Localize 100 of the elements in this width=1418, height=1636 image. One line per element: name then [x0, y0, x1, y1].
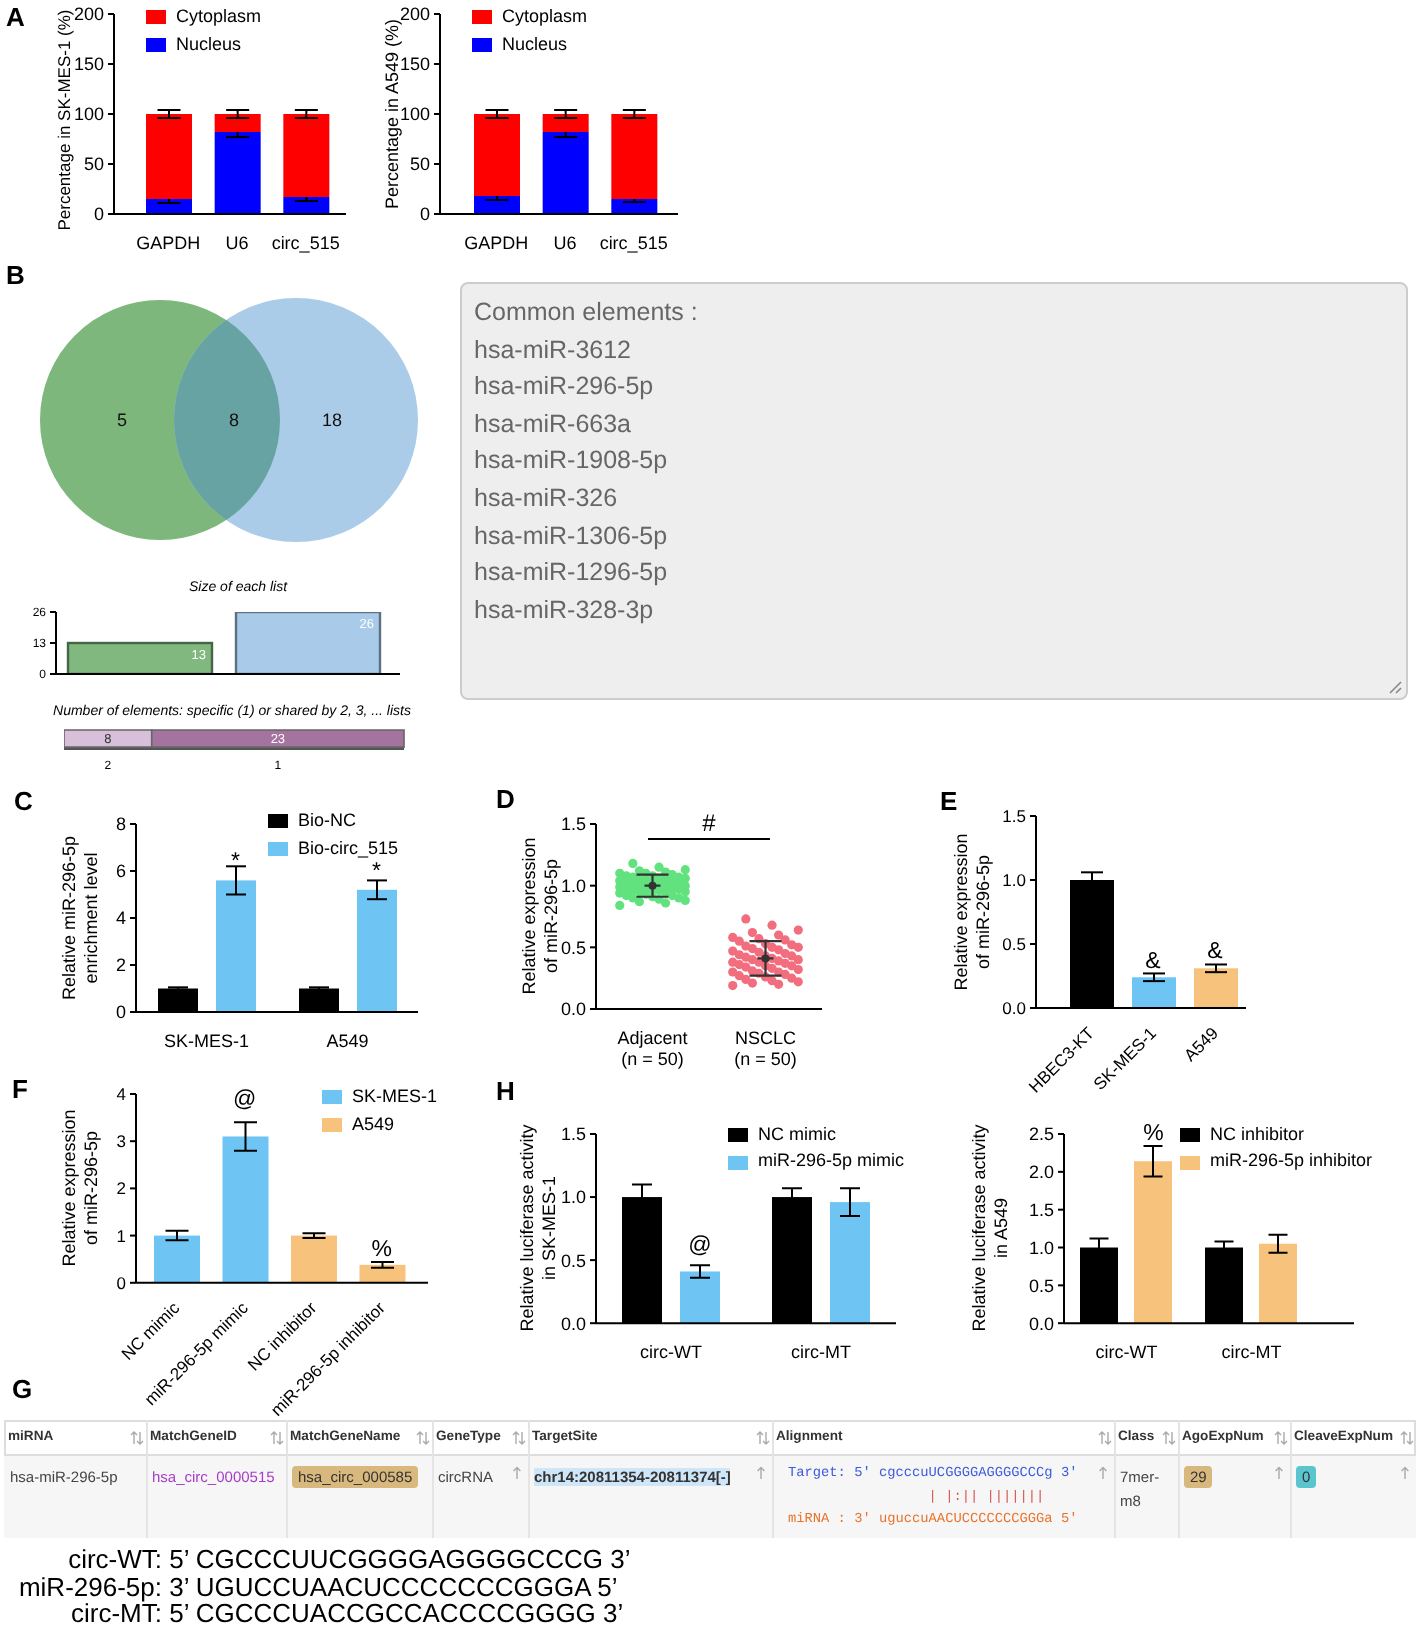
- legend-label: Nucleus: [502, 31, 568, 57]
- bar: [474, 114, 520, 196]
- chart-title: C: [14, 786, 33, 816]
- y-tick-label: 0.0: [1029, 1313, 1055, 1334]
- text: hsa-miR-296-5p: [474, 370, 656, 405]
- y-tick-label: 50: [83, 154, 104, 175]
- y-tick-label: 0.5: [1029, 1275, 1055, 1296]
- y-tick-label: 0.0: [560, 999, 586, 1020]
- y-tick-label: 4: [115, 908, 126, 929]
- y-axis-title: Relative expression of miR-296-5p: [951, 833, 993, 991]
- y-tick-label: 200: [73, 4, 104, 25]
- x-tick-label: U6: [553, 233, 577, 254]
- bar: [283, 197, 330, 214]
- y-axis-title: Relative expression of miR-296-5p: [59, 1109, 101, 1267]
- x-tick-label: circ_515: [599, 233, 668, 254]
- legend-label: Cytoplasm: [502, 4, 588, 30]
- x-tick-label: circ-MT: [791, 1342, 852, 1363]
- y-tick-label: 1.5: [1029, 1199, 1055, 1220]
- y-tick-label: 2.0: [1029, 1161, 1055, 1182]
- bar: [291, 1235, 337, 1283]
- bar: [216, 880, 256, 1012]
- legend-label: Bio-circ_515: [298, 835, 399, 862]
- annotation: %: [1143, 1122, 1164, 1146]
- legend-label: SK-MES-1: [352, 1084, 438, 1110]
- y-tick-label: 0.5: [1002, 934, 1027, 955]
- y-tick-label: 0.5: [560, 937, 586, 958]
- bar: [283, 114, 330, 197]
- x-tick-label: circ_515: [271, 233, 340, 254]
- y-tick-label: 1.0: [560, 876, 586, 897]
- bar: [829, 1201, 870, 1323]
- legend-label: NC inhibitor: [1210, 1121, 1305, 1148]
- legend-label: Nucleus: [176, 31, 242, 57]
- bar: [680, 1271, 720, 1323]
- y-tick-label: 200: [399, 4, 430, 25]
- annotation: &: [1207, 940, 1223, 964]
- text: miR-296-5p: 3’ UGUCCUAACUCCCCCCCGGGA 5’: [16, 1572, 618, 1603]
- text: B: [6, 260, 25, 290]
- y-tick-label: 100: [399, 104, 430, 125]
- text: hsa-miR-1306-5p: [474, 519, 670, 554]
- x-tick-label: SK-MES-1: [163, 1031, 250, 1052]
- text: hsa-miR-328-3p: [474, 593, 656, 628]
- bar: [611, 199, 658, 214]
- y-tick-label: 3: [116, 1131, 127, 1152]
- bar: [1194, 968, 1238, 1008]
- y-tick-label: 2: [116, 1178, 127, 1199]
- legend-label: Bio-NC: [298, 808, 357, 834]
- legend-label: miR-296-5p inhibitor: [1210, 1148, 1373, 1175]
- x-tick-label: A549: [326, 1031, 369, 1052]
- legend-label: A549: [352, 1111, 395, 1137]
- y-tick-label: 0.0: [561, 1313, 587, 1334]
- bar: [154, 1235, 200, 1283]
- text: hsa-miR-663a: [474, 407, 634, 442]
- y-tick-label: 0: [115, 1002, 126, 1023]
- y-tick-label: 8: [115, 814, 126, 835]
- text: hsa-miR-326: [474, 481, 620, 516]
- bar: [1259, 1243, 1297, 1323]
- y-tick-label: 1: [116, 1225, 127, 1246]
- y-tick-label: 2: [115, 955, 126, 976]
- bar: [359, 1264, 406, 1283]
- y-tick-label: 0.0: [1002, 998, 1027, 1019]
- y-tick-label: 1.0: [1029, 1237, 1055, 1258]
- annotation: *: [231, 849, 240, 873]
- y-tick-label: 2.5: [1029, 1123, 1055, 1144]
- legend-label: miR-296-5p mimic: [758, 1148, 905, 1175]
- y-tick-label: 1.0: [561, 1187, 587, 1208]
- y-axis-title: Relative luciferase activity in SK-MES-1: [517, 1124, 559, 1332]
- bar: [222, 1136, 269, 1283]
- y-tick-label: 0.5: [561, 1250, 587, 1271]
- y-tick-label: 150: [73, 54, 104, 75]
- text: Common elements :: [474, 296, 700, 330]
- bar: [357, 889, 397, 1012]
- bar: [611, 114, 658, 199]
- bar: [542, 132, 589, 214]
- bar: [146, 199, 192, 214]
- x-tick-label: NSCLC (n = 50): [734, 1028, 797, 1069]
- text: hsa-miR-1296-5p: [474, 556, 670, 591]
- annotation: #: [702, 809, 716, 837]
- text: hsa-miR-1908-5p: [474, 444, 670, 479]
- chart-title: A: [6, 2, 25, 32]
- x-tick-label: GAPDH: [136, 233, 201, 254]
- text: circ-WT: 5’ CGCCCUUCGGGGAGGGGCCCG 3’: [66, 1544, 631, 1576]
- y-tick-label: 150: [399, 54, 430, 75]
- text: hsa-miR-3612: [474, 333, 634, 368]
- text: circ-MT: 5’ CGCCCUACCGCCACCCCGGGG 3’: [71, 1598, 624, 1630]
- x-tick-label: GAPDH: [464, 233, 529, 254]
- legend-label: NC mimic: [758, 1121, 836, 1148]
- x-tick-label: circ-WT: [1095, 1342, 1159, 1363]
- y-tick-label: 1.0: [1002, 870, 1027, 891]
- bar: [474, 196, 520, 214]
- bar: [214, 132, 261, 214]
- y-axis-title: Relative expression of miR-296-5p: [519, 837, 561, 996]
- annotation: @: [688, 1233, 712, 1258]
- y-tick-label: 1.5: [1002, 806, 1027, 827]
- bar: [1132, 977, 1176, 1008]
- bar: [146, 114, 192, 199]
- bar: [214, 114, 261, 132]
- annotation: *: [372, 860, 381, 884]
- text: G: [12, 1374, 33, 1404]
- chart-title: D: [496, 784, 515, 814]
- y-axis-title: Relative miR-296-5p enrichment level: [59, 835, 101, 1001]
